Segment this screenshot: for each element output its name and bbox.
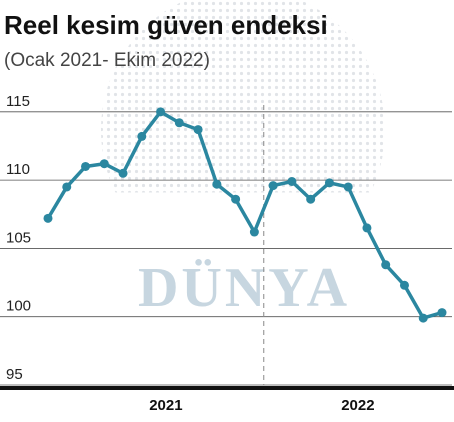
data-point (362, 223, 372, 233)
data-point (118, 168, 128, 178)
data-point (212, 179, 222, 189)
y-tick-label: 105 (6, 229, 31, 246)
chart-title: Reel kesim güven endeksi (4, 10, 328, 40)
y-tick-label: 110 (6, 161, 30, 178)
data-point (99, 159, 109, 169)
data-point (193, 125, 203, 135)
y-tick-label: 95 (6, 366, 23, 383)
data-point (231, 194, 241, 204)
data-point (137, 131, 147, 141)
data-point (43, 213, 53, 223)
data-point (62, 182, 72, 192)
data-point (268, 181, 278, 191)
data-point (156, 107, 166, 117)
data-point (437, 308, 447, 318)
y-tick-label: 115 (6, 93, 30, 110)
data-point (249, 227, 259, 237)
data-point (418, 313, 428, 323)
data-point (287, 176, 297, 186)
data-point (306, 194, 316, 204)
series-line (46, 110, 443, 320)
x-tick-label: 2021 (149, 397, 182, 414)
x-tick-label: 2022 (341, 397, 374, 414)
chart-subtitle: (Ocak 2021- Ekim 2022) (4, 50, 210, 71)
data-point (81, 161, 91, 171)
data-point (381, 260, 391, 270)
watermark: DÜNYA (138, 257, 350, 319)
data-point (399, 280, 409, 290)
data-point (343, 182, 353, 192)
data-point (324, 178, 334, 188)
data-point (174, 118, 184, 128)
y-tick-label: 100 (6, 298, 31, 315)
